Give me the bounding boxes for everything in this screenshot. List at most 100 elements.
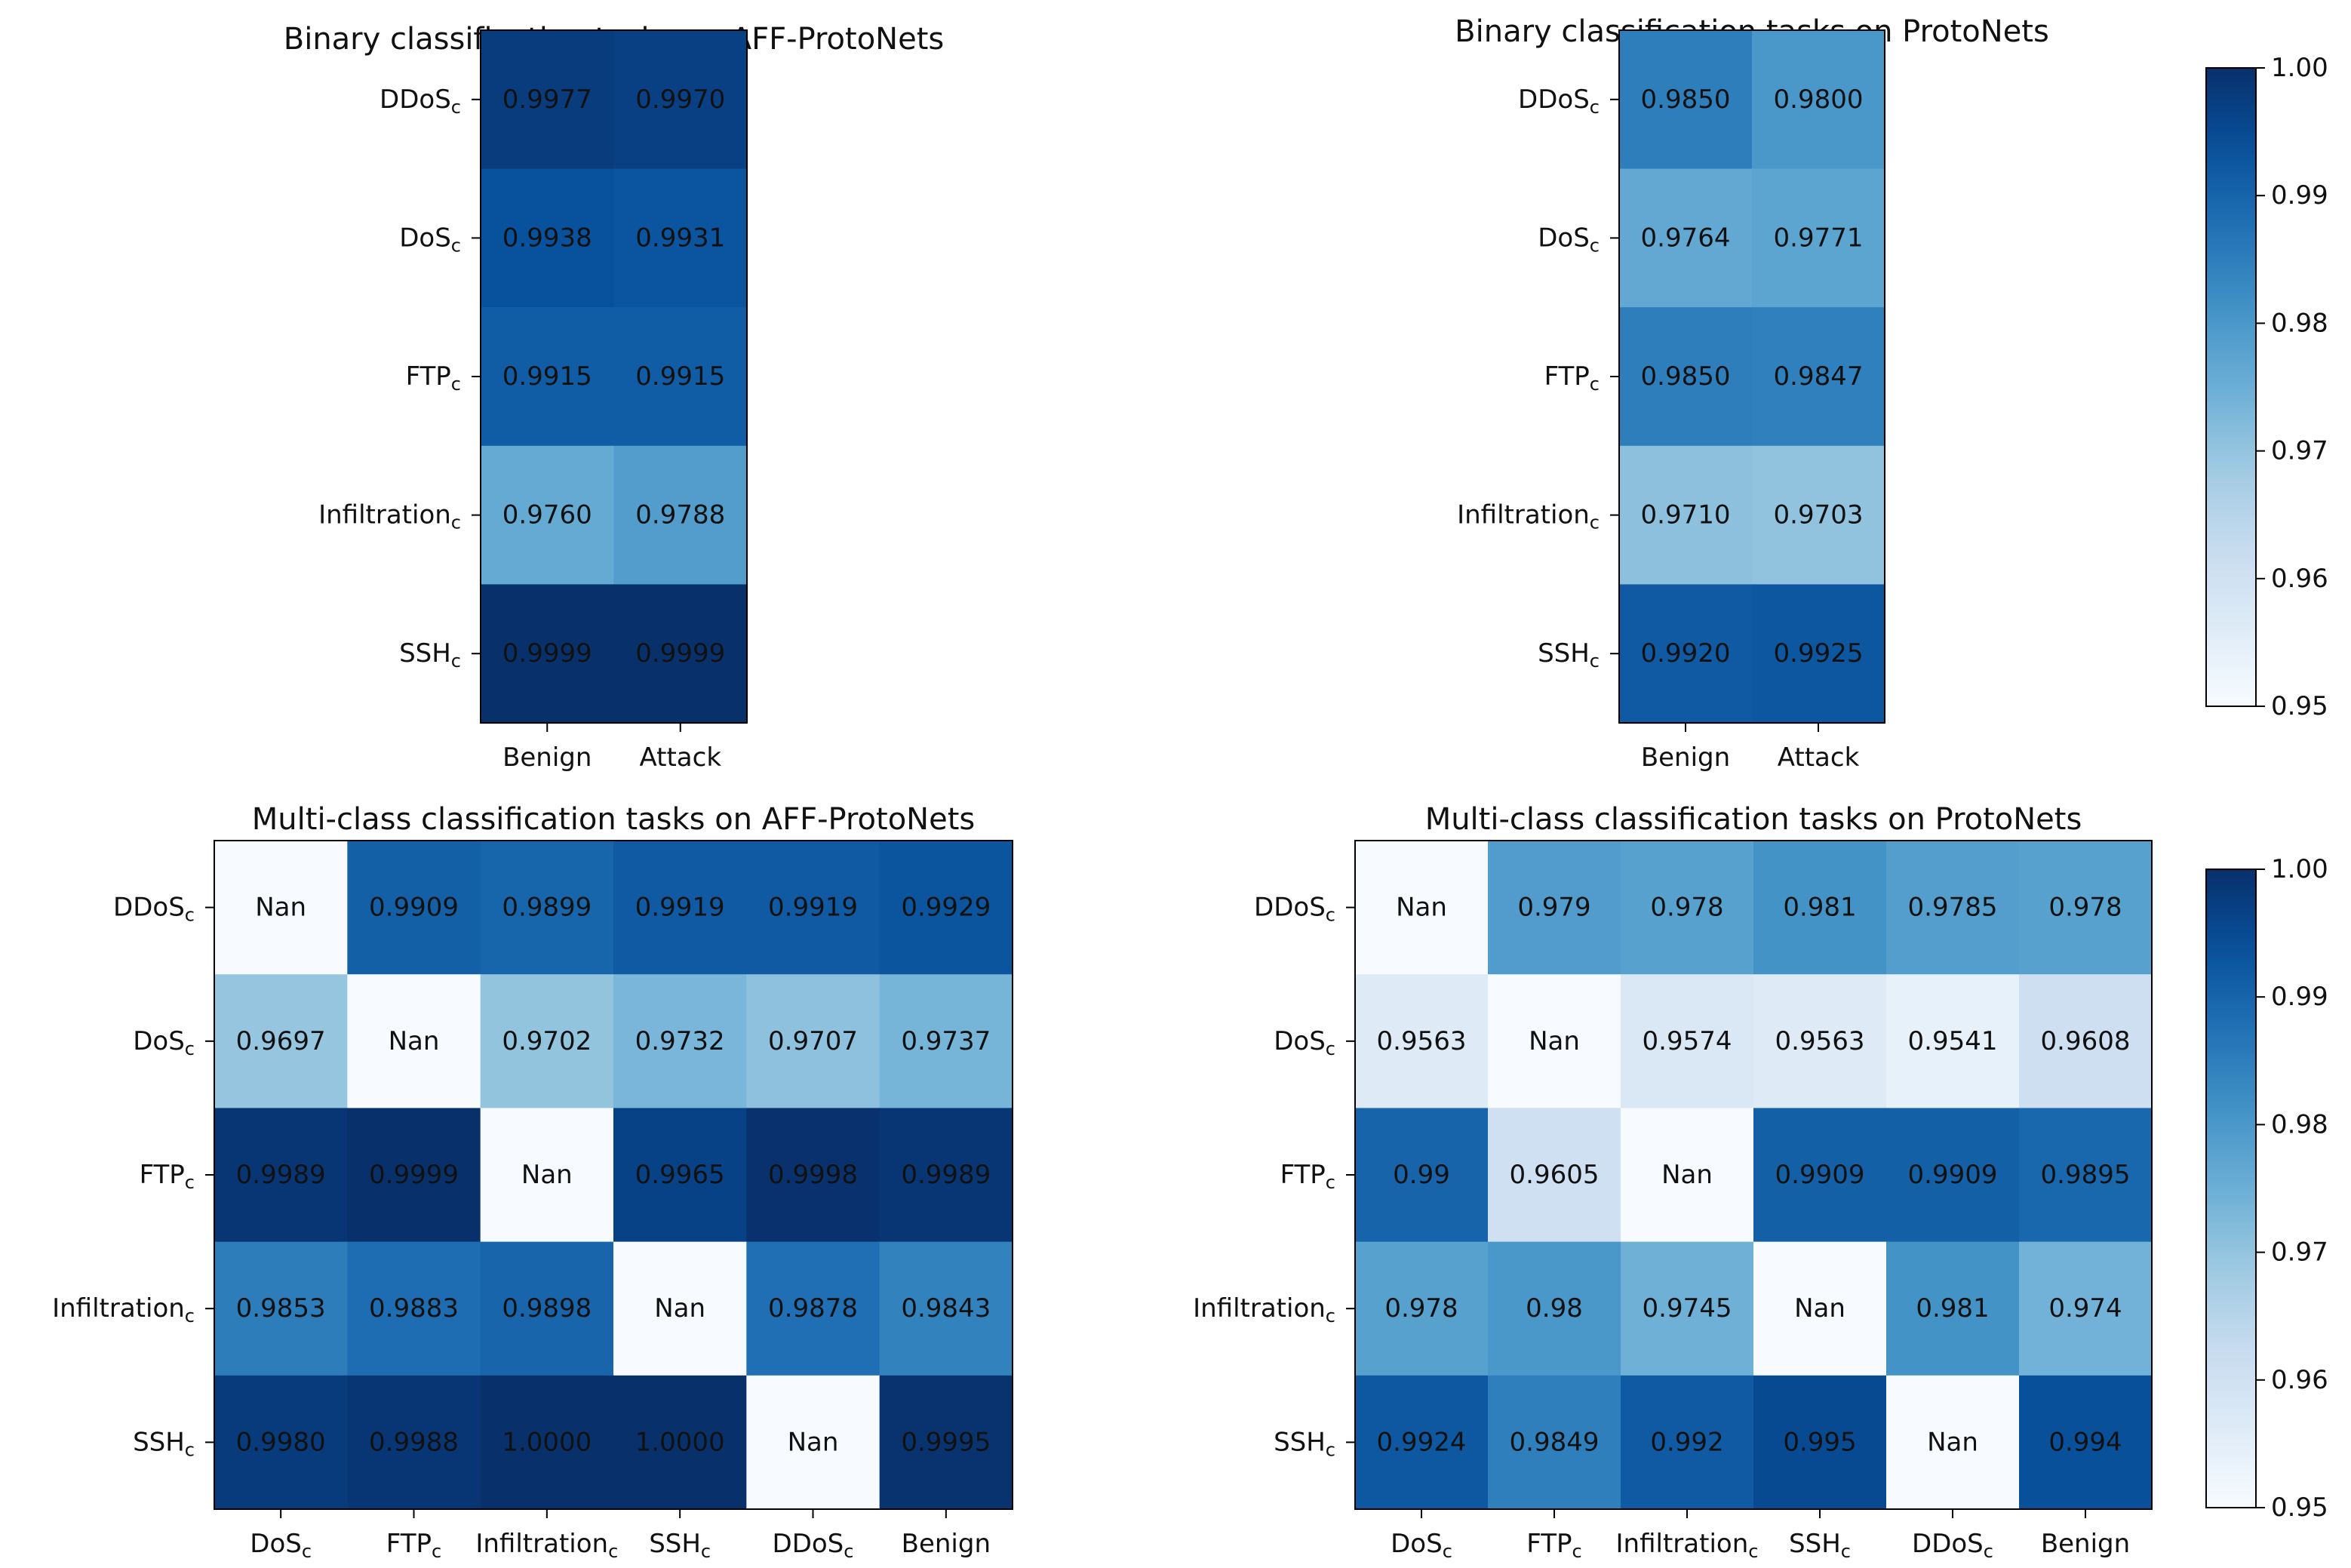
heatmap-cell bbox=[1488, 974, 1621, 1108]
y-tick-label: Infiltrationc bbox=[52, 1293, 195, 1327]
x-tick-label-subscript: c bbox=[432, 1541, 441, 1562]
heatmap-cell bbox=[480, 1108, 614, 1243]
x-tick-label: FTPc bbox=[1526, 1529, 1581, 1562]
heatmap-cell bbox=[1752, 445, 1885, 585]
heatmap-cell bbox=[1753, 974, 1887, 1108]
y-tick-label-subscript: c bbox=[1326, 1172, 1335, 1193]
x-tick-label-subscript: c bbox=[1748, 1541, 1758, 1562]
cell-value-label: 0.9965 bbox=[635, 1160, 725, 1190]
cell-value-label: 0.9920 bbox=[1641, 638, 1731, 669]
cell-value-label: 0.9909 bbox=[1908, 1160, 1998, 1190]
colorbar-tick-label: 0.97 bbox=[2271, 436, 2328, 466]
cell-value-label: 0.9563 bbox=[1377, 1026, 1467, 1056]
x-tick-label-text: FTP bbox=[386, 1529, 432, 1559]
y-tick-label: DDoSc bbox=[380, 85, 461, 118]
y-tick-label: DDoSc bbox=[1254, 893, 1335, 926]
cell-value-label: 0.9745 bbox=[1643, 1293, 1732, 1324]
cell-value-label: 0.981 bbox=[1783, 893, 1856, 923]
x-tick-label-text: Attack bbox=[1778, 742, 1860, 773]
heatmap-cell bbox=[347, 1241, 481, 1376]
cell-value-label: 0.9999 bbox=[369, 1160, 459, 1190]
x-tick-label-text: Benign bbox=[1641, 742, 1730, 773]
heatmap-cell bbox=[480, 1241, 614, 1376]
heatmap-cell bbox=[613, 1375, 747, 1510]
cell-value-label: 0.9850 bbox=[1641, 361, 1731, 392]
x-tick-label-text: Infiltration bbox=[475, 1529, 608, 1559]
cell-value-label: 0.9988 bbox=[369, 1427, 459, 1457]
y-tick-label-text: FTP bbox=[406, 361, 451, 392]
y-tick-label: Infiltrationc bbox=[318, 500, 461, 533]
colorbar-tick-label: 1.00 bbox=[2271, 854, 2328, 884]
heatmap-cell bbox=[1621, 974, 1754, 1108]
heatmap-cell bbox=[613, 584, 748, 724]
y-tick-label: FTPc bbox=[1280, 1160, 1335, 1193]
y-tick-label-subscript: c bbox=[1590, 650, 1600, 672]
y-tick-label-text: Infiltration bbox=[1457, 500, 1590, 530]
cell-value-label: Nan bbox=[1396, 893, 1447, 923]
heatmap-cell bbox=[480, 841, 614, 975]
heatmap-cell bbox=[1488, 1375, 1621, 1510]
cell-value-label: 0.974 bbox=[2048, 1293, 2122, 1324]
colorbar-tick-label: 0.96 bbox=[2271, 564, 2328, 594]
cell-value-label: 0.992 bbox=[1650, 1427, 1723, 1457]
y-tick-label: SSHc bbox=[399, 638, 461, 672]
y-tick-label-subscript: c bbox=[1326, 1038, 1335, 1059]
heatmap-cell bbox=[1355, 1241, 1489, 1376]
heatmap-cell bbox=[1488, 1241, 1621, 1376]
heatmap-cell bbox=[214, 1375, 348, 1510]
x-tick-label-subscript: c bbox=[302, 1541, 312, 1562]
cell-value-label: 0.9989 bbox=[236, 1160, 326, 1190]
heatmap-cell bbox=[1621, 1375, 1754, 1510]
cell-value-label: 0.9541 bbox=[1908, 1026, 1998, 1056]
heatmap-cell bbox=[613, 307, 748, 447]
cell-value-label: 0.9909 bbox=[1775, 1160, 1865, 1190]
y-tick-label-text: Infiltration bbox=[318, 500, 451, 530]
x-tick-label: Infiltrationc bbox=[475, 1529, 618, 1562]
heatmap-cell bbox=[1621, 1108, 1754, 1243]
cell-value-label: 0.9697 bbox=[236, 1026, 326, 1056]
heatmap-binary-protonets: Binary classification tasks on ProtoNets… bbox=[1455, 14, 2049, 773]
cell-value-label: 0.9929 bbox=[901, 893, 991, 923]
heatmap-cell bbox=[347, 1108, 481, 1243]
cell-value-label: 0.9919 bbox=[635, 893, 725, 923]
y-tick-label-text: DoS bbox=[1274, 1026, 1326, 1056]
heatmap-cell bbox=[2019, 974, 2153, 1108]
y-tick-label-subscript: c bbox=[185, 905, 195, 926]
y-tick-label: FTPc bbox=[406, 361, 461, 395]
cell-value-label: 0.9925 bbox=[1774, 638, 1864, 669]
cell-value-label: Nan bbox=[1927, 1427, 1978, 1457]
y-tick-label: Infiltrationc bbox=[1193, 1293, 1335, 1327]
heatmap-cell bbox=[1355, 1108, 1489, 1243]
cell-value-label: 0.9931 bbox=[635, 223, 725, 253]
y-tick-label-text: DDoS bbox=[380, 85, 451, 115]
colorbar-tick-label: 1.00 bbox=[2271, 53, 2328, 83]
cell-value-label: 0.994 bbox=[2048, 1427, 2122, 1457]
cell-value-label: Nan bbox=[389, 1026, 440, 1056]
cell-value-label: 0.9878 bbox=[768, 1293, 858, 1324]
heatmap-cell bbox=[1619, 445, 1753, 585]
cell-value-label: 0.979 bbox=[1517, 893, 1590, 923]
x-tick-label-text: DDoS bbox=[773, 1529, 844, 1559]
y-tick-label: SSHc bbox=[1274, 1427, 1335, 1460]
heatmap-cell bbox=[879, 1375, 1013, 1510]
y-tick-label-subscript: c bbox=[451, 512, 461, 533]
heatmap-cell bbox=[481, 584, 615, 724]
y-tick-label-text: DDoS bbox=[1254, 893, 1326, 923]
y-tick-label-subscript: c bbox=[1590, 97, 1600, 118]
cell-value-label: Nan bbox=[255, 893, 306, 923]
heatmap-cell bbox=[1619, 307, 1753, 447]
cell-value-label: 1.0000 bbox=[502, 1427, 592, 1457]
heatmap-cell bbox=[1488, 1108, 1621, 1243]
y-tick-label-text: FTP bbox=[1544, 361, 1590, 392]
heatmap-cell bbox=[2019, 1108, 2153, 1243]
cell-value-label: 0.978 bbox=[1650, 893, 1723, 923]
cell-value-label: 0.9785 bbox=[1908, 893, 1998, 923]
cell-value-label: Nan bbox=[654, 1293, 705, 1324]
cell-value-label: 1.0000 bbox=[635, 1427, 725, 1457]
cell-value-label: 0.9909 bbox=[369, 893, 459, 923]
y-tick-label: DoSc bbox=[399, 223, 461, 256]
heatmap-cell bbox=[613, 974, 747, 1108]
heatmap-cell bbox=[347, 974, 481, 1108]
x-tick-label-subscript: c bbox=[1984, 1541, 1993, 1562]
y-tick-label-subscript: c bbox=[451, 650, 461, 672]
